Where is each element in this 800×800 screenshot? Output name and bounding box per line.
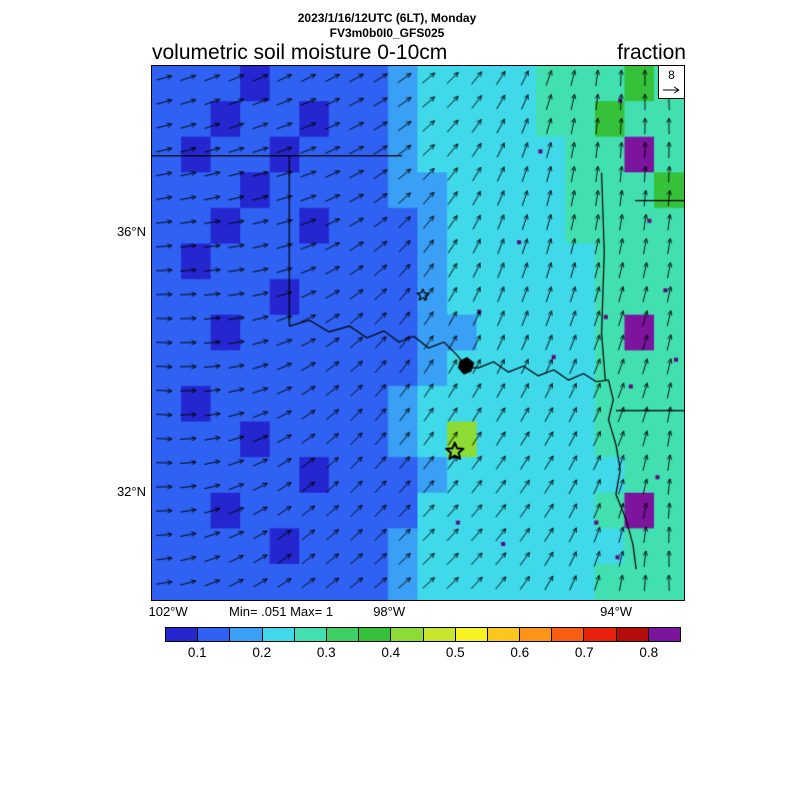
plot-model-id: FV3m0b0I0_GFS025: [329, 26, 445, 40]
colorbar-segment: [487, 628, 521, 641]
y-axis-tick-label: 32°N: [116, 484, 146, 500]
colorbar-tick-label: 0.7: [574, 645, 594, 660]
map-plot-area: 8: [151, 65, 685, 601]
colorbar-segment: [616, 628, 649, 641]
y-axis-tick-label: 36°N: [116, 224, 146, 240]
x-axis-tick-label: 94°W: [600, 604, 633, 619]
colorbar-tick-label: 0.3: [316, 645, 336, 660]
colorbar-segment: [230, 628, 263, 641]
colorbar-segment: [648, 628, 680, 641]
colorbar-segment: [294, 628, 327, 641]
colorbar-segment: [262, 628, 295, 641]
colorbar-segment: [359, 628, 392, 641]
reference-vector-arrow-icon: [662, 86, 679, 94]
x-axis-tick-label: 98°W: [373, 604, 406, 619]
colorbar-segment: [423, 628, 456, 641]
soil-moisture-map-canvas: [152, 66, 684, 600]
reference-vector-value: 8: [668, 68, 675, 82]
colorbar-tick-label: 0.6: [510, 645, 530, 660]
x-axis-tick-label: 102°W: [148, 604, 188, 619]
colorbar: [165, 627, 681, 642]
reference-vector-box: 8: [658, 66, 684, 99]
colorbar-segment: [584, 628, 617, 641]
colorbar-tick-label: 0.1: [187, 645, 207, 660]
colorbar-tick-label: 0.5: [445, 645, 465, 660]
min-max-stats: Min= .051 Max= 1: [229, 604, 334, 619]
colorbar-segment: [552, 628, 585, 641]
colorbar-tick-label: 0.8: [639, 645, 659, 660]
plot-datetime: 2023/1/16/12UTC (6LT), Monday: [297, 11, 477, 25]
colorbar-tick-label: 0.4: [381, 645, 401, 660]
colorbar-segment: [198, 628, 231, 641]
plot-units-label: fraction: [617, 41, 686, 64]
colorbar-segment: [326, 628, 360, 641]
colorbar-segment: [391, 628, 424, 641]
plot-title: volumetric soil moisture 0-10cm: [152, 41, 448, 64]
colorbar-segment: [455, 628, 488, 641]
colorbar-segment: [520, 628, 553, 641]
colorbar-labels: 0.1 0.2 0.3 0.4 0.5 0.6 0.7 0.8: [165, 645, 681, 663]
colorbar-segment: [166, 628, 199, 641]
title-row: volumetric soil moisture 0-10cm fraction: [152, 41, 686, 65]
colorbar-tick-label: 0.2: [252, 645, 272, 660]
